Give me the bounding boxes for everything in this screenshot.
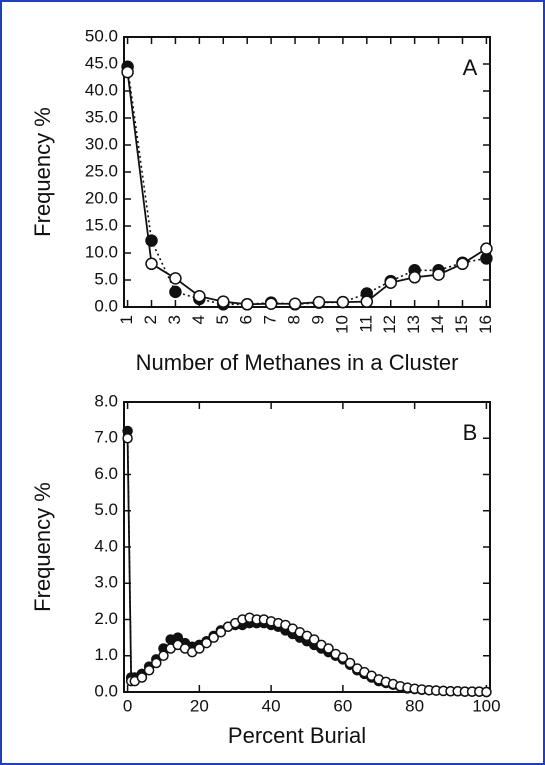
x-tick-label: 15 [452, 315, 471, 334]
data-point [288, 297, 302, 311]
y-tick-label: 8.0 [94, 391, 118, 410]
panel-label: B [463, 420, 478, 445]
x-axis-title: Number of Methanes in a Cluster [136, 350, 459, 375]
data-point [193, 289, 206, 303]
y-tick-label: 3.0 [94, 573, 118, 592]
data-point [480, 242, 493, 255]
y-tick-label: 7.0 [94, 428, 118, 447]
x-tick-label: 4 [189, 315, 208, 324]
data-point [121, 65, 134, 79]
data-point [136, 672, 148, 683]
y-tick-label: 2.0 [94, 609, 118, 628]
data-point [151, 657, 162, 669]
series-line [126, 430, 487, 693]
data-point [432, 268, 445, 281]
y-tick-label: 15.0 [85, 215, 118, 234]
x-tick-label: 1 [117, 315, 136, 324]
y-tick-label: 20.0 [85, 188, 118, 207]
y-axis-title: Frequency % [30, 482, 55, 612]
y-tick-label: 35.0 [85, 107, 118, 126]
data-point [360, 295, 374, 308]
data-point [169, 285, 182, 299]
x-tick-label: 0 [123, 696, 132, 715]
y-tick-label: 10.0 [85, 242, 118, 261]
x-tick-label: 2 [141, 315, 160, 324]
y-tick-label: 0.0 [94, 296, 118, 315]
x-tick-label: 10 [332, 315, 351, 334]
data-point [194, 643, 205, 654]
data-point [481, 686, 492, 698]
x-tick-label: 40 [262, 696, 281, 715]
data-point [208, 632, 219, 643]
y-tick-label: 1.0 [94, 645, 118, 664]
data-point [312, 295, 326, 309]
data-point [201, 637, 212, 649]
x-tick-label: 9 [308, 315, 327, 324]
data-point [344, 657, 356, 669]
y-tick-label: 30.0 [85, 134, 118, 153]
data-point [145, 257, 158, 271]
x-axis-title: Percent Burial [228, 723, 366, 748]
x-tick-label: 6 [237, 315, 256, 324]
data-point [408, 271, 421, 284]
data-point [143, 665, 155, 676]
y-tick-label: 6.0 [94, 464, 118, 483]
y-tick-label: 45.0 [85, 53, 118, 72]
data-point [217, 295, 230, 308]
y-tick-label: 5.0 [94, 500, 118, 519]
x-tick-label: 13 [404, 315, 423, 334]
data-point [384, 276, 397, 289]
data-point [308, 634, 320, 645]
x-tick-label: 60 [333, 696, 352, 715]
panel-label: A [463, 55, 478, 80]
y-tick-label: 50.0 [85, 26, 118, 45]
x-tick-label: 80 [405, 696, 424, 715]
x-tick-label: 5 [213, 315, 232, 324]
x-tick-label: 100 [472, 696, 500, 715]
x-tick-label: 14 [428, 315, 447, 334]
data-point [264, 297, 278, 311]
data-point [122, 433, 133, 444]
x-tick-label: 8 [285, 315, 304, 324]
y-tick-label: 25.0 [85, 161, 118, 180]
data-point [336, 295, 350, 309]
x-tick-label: 11 [356, 315, 375, 333]
y-axis-title: Frequency % [30, 107, 55, 237]
data-point [323, 643, 334, 654]
data-point [215, 626, 227, 638]
x-tick-label: 12 [380, 315, 399, 334]
data-point [145, 234, 158, 247]
series-line [126, 438, 487, 693]
x-tick-label: 7 [261, 315, 280, 324]
x-tick-label: 20 [190, 696, 209, 715]
y-tick-label: 5.0 [94, 269, 118, 288]
data-point [158, 650, 169, 661]
data-point [240, 298, 254, 311]
y-tick-label: 4.0 [94, 536, 118, 555]
x-tick-label: 3 [165, 315, 184, 324]
data-point [169, 272, 182, 285]
data-point [337, 652, 349, 663]
data-point [456, 257, 469, 271]
x-tick-label: 16 [476, 315, 495, 334]
y-tick-label: 40.0 [85, 80, 118, 99]
series-line [126, 71, 487, 306]
y-tick-label: 0.0 [94, 681, 118, 700]
